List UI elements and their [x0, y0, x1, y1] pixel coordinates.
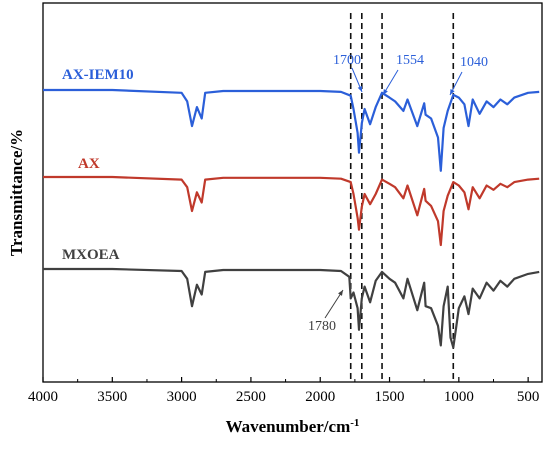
series-line-ax-iem10: [43, 88, 540, 172]
series-label-mxoea: MXOEA: [62, 247, 120, 263]
annotation-arrowhead-1554: [383, 89, 388, 95]
series-layer: AX-IEM10 AX MXOEA: [43, 67, 540, 349]
annotation-1554: 1554: [396, 53, 424, 68]
annotation-layer: 1700 1554 1040 1780: [308, 53, 488, 334]
reference-lines: [349, 13, 455, 382]
series-label-ax-iem10: AX-IEM10: [62, 67, 134, 83]
series-label-ax: AX: [78, 156, 100, 172]
x-tick-label-3000: 3000: [167, 389, 197, 405]
x-tick-label-3500: 3500: [97, 389, 127, 405]
x-axis: 4000 3500 3000 2500 2000 1500 1000 500: [28, 377, 539, 405]
annotation-1040: 1040: [460, 55, 488, 70]
x-axis-title-superscript: -1: [350, 417, 359, 429]
annotation-1780: 1780: [308, 319, 336, 334]
x-tick-label-500: 500: [517, 389, 540, 405]
annotation-arrowhead-1700: [357, 86, 363, 92]
x-tick-label-2500: 2500: [236, 389, 266, 405]
x-tick-label-2000: 2000: [305, 389, 335, 405]
x-axis-title-text: Wavenumber/cm: [226, 417, 351, 436]
annotation-arrowhead-1780: [338, 290, 343, 296]
annotation-1700: 1700: [333, 53, 361, 68]
x-tick-label-4000: 4000: [28, 389, 58, 405]
x-tick-label-1000: 1000: [444, 389, 474, 405]
series-line-mxoea: [43, 267, 540, 349]
x-tick-label-1500: 1500: [375, 389, 405, 405]
x-axis-title: Wavenumber/cm-1: [226, 417, 360, 436]
y-axis-title: Transmittance/%: [7, 129, 26, 256]
series-line-ax: [43, 175, 540, 247]
plot-frame: [42, 2, 543, 383]
annotation-arrow-1780: [324, 289, 344, 319]
annotation-arrowhead-1040: [450, 89, 455, 95]
